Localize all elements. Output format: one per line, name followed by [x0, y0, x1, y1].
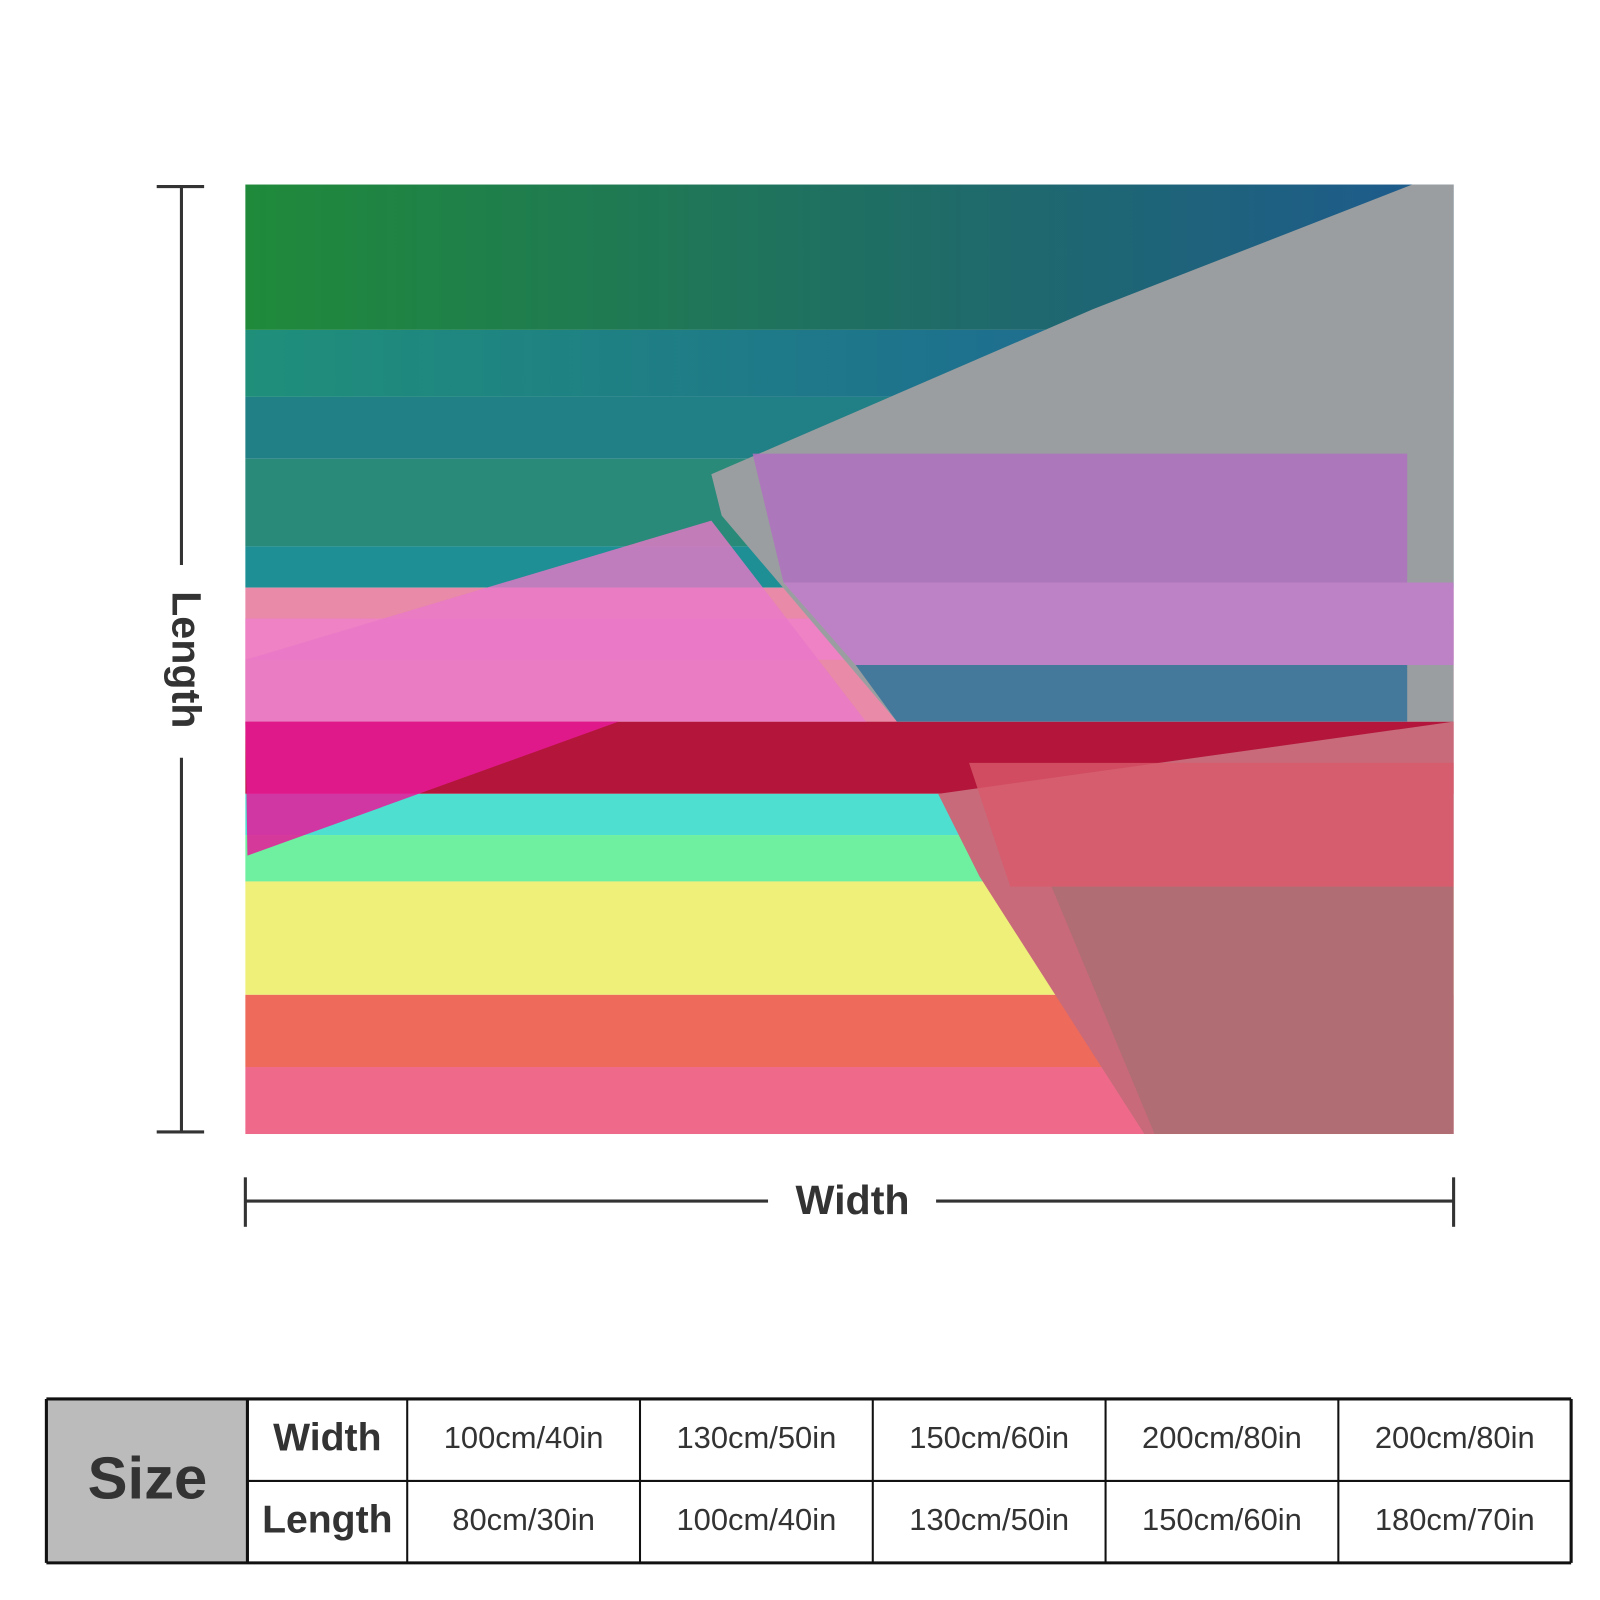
size-cell: 100cm/40in [676, 1502, 836, 1537]
width-dimension: Width [243, 1177, 1456, 1227]
size-cell: 180cm/70in [1375, 1502, 1535, 1537]
size-header: Size [88, 1444, 208, 1511]
row-label: Length [262, 1498, 393, 1541]
size-cell: 150cm/60in [1142, 1502, 1302, 1537]
size-cell: 80cm/30in [452, 1502, 595, 1537]
size-cell: 100cm/40in [444, 1420, 604, 1455]
size-cell: 150cm/60in [909, 1420, 1069, 1455]
length-label: Length [164, 591, 210, 728]
size-cell: 200cm/80in [1375, 1420, 1535, 1455]
size-header-cell [46, 1398, 248, 1563]
size-cell: 130cm/50in [909, 1502, 1069, 1537]
blanket-artwork [245, 184, 1454, 1135]
size-cell: 200cm/80in [1142, 1420, 1302, 1455]
width-label: Width [796, 1177, 910, 1223]
size-cell: 130cm/50in [676, 1420, 836, 1455]
row-label: Width [273, 1416, 381, 1459]
length-dimension: Length [156, 185, 210, 1134]
size-table: Size Width 100cm/40in 130cm/50in 150cm/60in… [44, 1397, 1573, 1565]
